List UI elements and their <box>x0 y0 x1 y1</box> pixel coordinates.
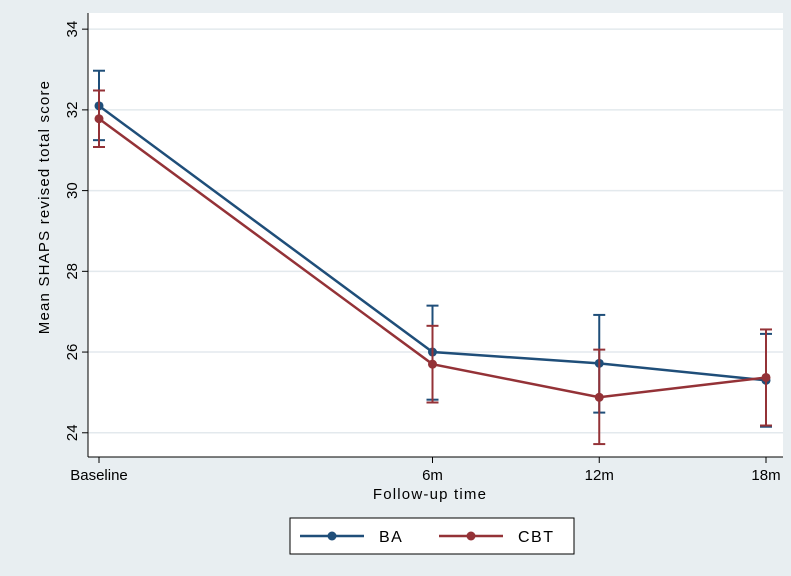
y-ticks: 24 26 28 30 32 34 <box>64 21 88 441</box>
x-axis-title: Follow-up time <box>373 486 487 503</box>
data-point <box>594 392 604 402</box>
plot-area <box>88 13 783 457</box>
x-tick-label: 12m <box>585 467 614 484</box>
y-axis-title: Mean SHAPS revised total score <box>36 80 53 334</box>
data-point <box>94 114 104 124</box>
y-tick-label: 28 <box>64 263 81 280</box>
legend: BA CBT <box>289 517 575 555</box>
series <box>93 69 772 446</box>
legend-label: CBT <box>518 529 555 546</box>
legend-marker <box>466 531 476 541</box>
series-line <box>98 117 767 399</box>
legend-item-cbt: CBT <box>439 529 555 546</box>
x-ticks: Baseline 6m 12m 18m <box>70 457 781 484</box>
series-line <box>98 104 767 382</box>
legend-items: BA CBT <box>300 529 555 546</box>
y-tick-label: 24 <box>64 424 81 441</box>
data-point <box>761 372 771 382</box>
y-tick-label: 32 <box>64 102 81 119</box>
y-tick-label: 34 <box>64 21 81 38</box>
legend-item-ba: BA <box>300 529 403 546</box>
legend-label: BA <box>379 529 403 546</box>
data-point <box>428 359 437 369</box>
x-tick-label: Baseline <box>70 467 128 484</box>
y-tick-label: 30 <box>64 182 81 199</box>
legend-marker <box>327 531 337 541</box>
x-tick-label: 18m <box>751 467 780 484</box>
y-tick-label: 26 <box>64 344 81 361</box>
x-tick-label: 6m <box>422 467 443 484</box>
series-cbt <box>93 89 772 446</box>
